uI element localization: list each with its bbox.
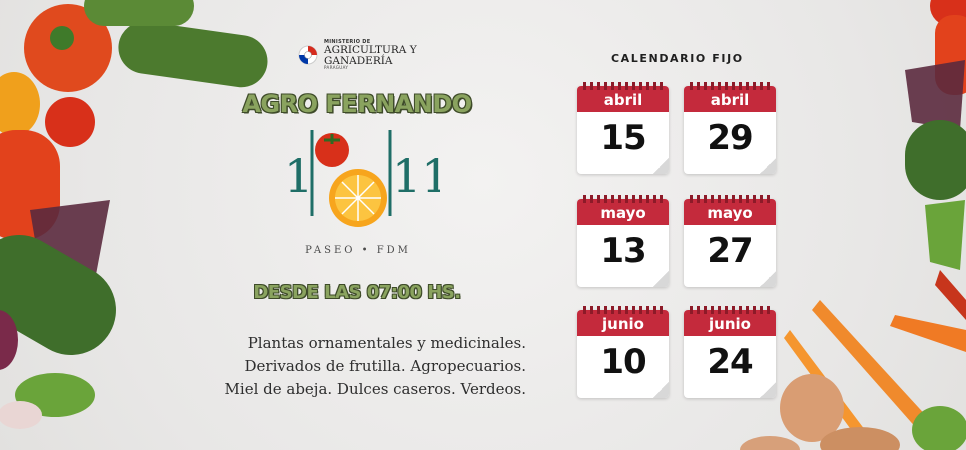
calendar-day: 15	[600, 118, 646, 158]
calendar-month: abril	[684, 86, 776, 112]
logo-digits-11: 11	[392, 149, 440, 203]
products-list: Plantas ornamentales y medicinales. Deri…	[225, 332, 526, 401]
ministry-logo: MINISTERIO DE AGRICULTURA Y GANADERÍA PA…	[298, 40, 417, 70]
calendar-day: 29	[707, 118, 753, 158]
product-line: Miel de abeja. Dulces caseros. Verdeos.	[224, 380, 526, 398]
ministry-line-4: PARAGUAY	[324, 65, 349, 70]
calendar-date-card: abril 29	[684, 82, 778, 176]
ministry-line-1: MINISTERIO DE	[324, 39, 371, 45]
calendar-date-card: junio 24	[684, 306, 778, 400]
binder-rings-icon	[690, 306, 770, 314]
calendar-date-card: mayo 13	[577, 195, 671, 289]
calendar-month: mayo	[577, 199, 669, 225]
product-line: Plantas ornamentales y medicinales.	[247, 334, 526, 352]
binder-rings-icon	[583, 195, 663, 203]
calendar-month: mayo	[684, 199, 776, 225]
calendar-month: junio	[684, 310, 776, 336]
ministry-line-2: AGRICULTURA Y	[324, 44, 417, 56]
binder-rings-icon	[583, 82, 663, 90]
calendar-day: 27	[707, 231, 753, 271]
calendar-month: abril	[577, 86, 669, 112]
calendar-date-card: junio 10	[577, 306, 671, 400]
calendar-day: 13	[600, 231, 646, 271]
paseo-1811-logo: 1 11	[284, 130, 440, 227]
tomato-icon	[315, 133, 349, 167]
calendar-title: CALENDARIO FIJO	[611, 52, 744, 65]
calendar-day: 10	[600, 342, 646, 382]
calendar-date-card: abril 15	[577, 82, 671, 176]
calendar-day: 24	[707, 342, 753, 382]
product-line: Derivados de frutilla. Agropecuarios.	[244, 357, 527, 375]
calendar-date-card: mayo 27	[684, 195, 778, 289]
binder-rings-icon	[583, 306, 663, 314]
binder-rings-icon	[690, 82, 770, 90]
opening-hours: DESDE LAS 07:00 HS.	[253, 282, 461, 303]
ministry-line-3: GANADERÍA	[324, 54, 393, 67]
logo-caption: PASEO • FDM	[305, 245, 411, 256]
event-title: AGRO FERNANDO	[242, 90, 472, 118]
seal-icon	[298, 45, 318, 65]
calendar-month: junio	[577, 310, 669, 336]
logo-digit-1: 1	[284, 149, 313, 203]
binder-rings-icon	[690, 195, 770, 203]
